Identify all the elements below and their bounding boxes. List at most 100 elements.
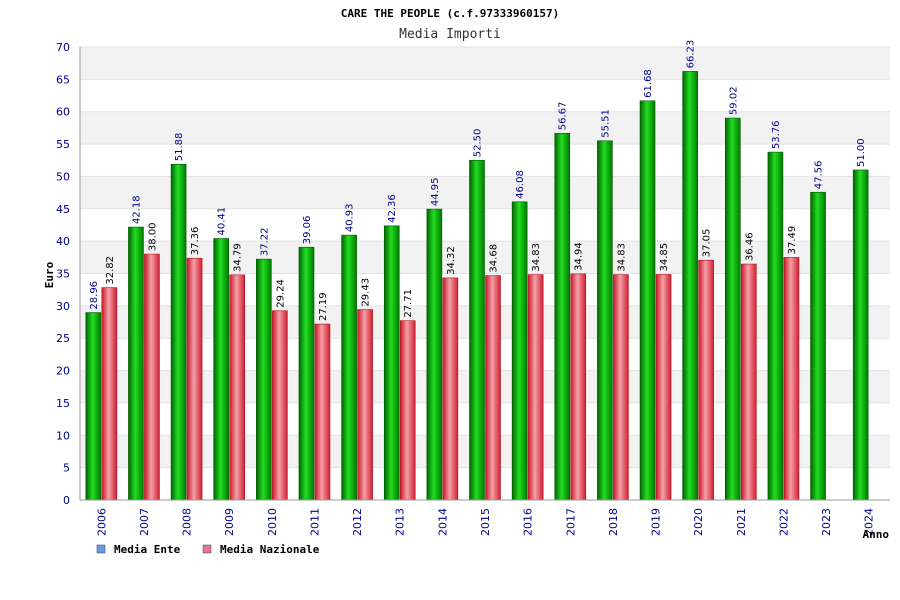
bar-media-nazionale (442, 277, 459, 501)
data-label-ente: 40.41 (217, 207, 228, 236)
bar-media-ente (426, 208, 443, 501)
x-tick-label: 2022 (777, 508, 790, 536)
bar-media-ente (639, 100, 656, 501)
x-tick-label: 2021 (735, 508, 748, 536)
x-axis-label: Anno (863, 528, 890, 541)
y-tick-label: 60 (56, 106, 70, 119)
data-label-ente: 59.02 (728, 86, 739, 115)
x-tick-label: 2009 (223, 508, 236, 536)
y-tick-label: 50 (56, 170, 70, 183)
bar-media-nazionale (101, 287, 118, 501)
x-tick-label: 2024 (863, 508, 876, 536)
x-tick-label: 2023 (820, 508, 833, 536)
legend-swatch-ente (96, 544, 106, 554)
bar-media-ente (767, 151, 784, 501)
bar-media-ente (469, 159, 485, 501)
data-label-ente: 28.96 (89, 281, 100, 310)
x-tick-label: 2019 (650, 508, 663, 536)
bar-media-ente (724, 117, 741, 501)
data-label-ente: 44.95 (430, 177, 441, 206)
data-label-ente: 42.36 (387, 194, 398, 223)
bar-media-ente (597, 140, 613, 501)
plot-band (80, 176, 890, 209)
y-tick-label: 30 (56, 300, 70, 313)
data-label-nazionale: 34.85 (659, 243, 670, 272)
bar-media-nazionale (272, 310, 288, 501)
chart-subtitle: Media Importi (399, 27, 501, 42)
data-label-ente: 40.93 (345, 203, 356, 232)
data-label-nazionale: 37.49 (787, 226, 798, 255)
bar-media-nazionale (399, 320, 416, 501)
bar-media-nazionale (698, 259, 714, 501)
legend-label-nazionale: Media Nazionale (220, 543, 320, 556)
x-tick-label: 2016 (522, 508, 535, 536)
bar-media-nazionale (570, 273, 587, 501)
bar-media-ente (213, 238, 230, 501)
bar-media-nazionale (229, 274, 246, 501)
y-tick-label: 20 (56, 365, 70, 378)
data-label-nazionale: 34.32 (446, 246, 457, 275)
y-tick-label: 40 (56, 235, 70, 248)
y-tick-label: 70 (56, 41, 70, 54)
bar-media-nazionale (186, 257, 203, 501)
bar-media-nazionale (527, 274, 544, 501)
data-label-nazionale: 38.00 (147, 222, 158, 251)
y-tick-label: 0 (63, 494, 70, 507)
y-tick-label: 5 (63, 462, 70, 475)
data-label-ente: 53.76 (771, 120, 782, 149)
x-axis-ticks: 2006 2007 2008 2009 2010 2011 2012 2013 2014 2015… (95, 508, 875, 536)
data-label-ente: 37.22 (259, 227, 270, 256)
bar-media-ente (810, 191, 826, 501)
bar-media-nazionale (783, 257, 800, 501)
legend: Media Ente Media Nazionale (96, 543, 320, 556)
bar-media-nazionale (485, 275, 501, 501)
data-label-ente: 51.00 (856, 138, 867, 167)
bar-media-ente (383, 225, 400, 501)
data-label-nazionale: 29.24 (275, 279, 286, 308)
bar-media-nazionale (613, 274, 629, 501)
bar-media-ente (298, 246, 315, 501)
bar-media-ente (682, 71, 698, 501)
bar-media-ente (85, 312, 102, 501)
y-tick-label: 35 (56, 268, 70, 281)
bar-media-ente (554, 132, 571, 501)
data-label-nazionale: 27.19 (318, 292, 329, 321)
y-tick-label: 65 (56, 73, 70, 86)
bar-media-ente (170, 163, 187, 501)
plot-band (80, 208, 890, 242)
bar-media-nazionale (314, 323, 331, 501)
data-label-nazionale: 27.71 (403, 289, 414, 318)
y-tick-label: 55 (56, 138, 70, 151)
y-tick-label: 10 (56, 429, 70, 442)
data-label-nazionale: 34.68 (489, 244, 500, 273)
data-labels: 28.96 32.82 42.18 38.00 51.88 37.36 40.41 34.79… (89, 40, 867, 321)
x-tick-label: 2012 (351, 508, 364, 536)
x-tick-label: 2010 (266, 508, 279, 536)
bar-media-ente (852, 169, 869, 501)
x-tick-label: 2007 (138, 508, 151, 536)
data-label-nazionale: 34.79 (233, 243, 244, 272)
y-tick-label: 45 (56, 203, 70, 216)
plot-band (80, 79, 890, 112)
data-label-nazionale: 29.43 (361, 278, 372, 307)
x-tick-label: 2020 (692, 508, 705, 536)
data-label-ente: 47.56 (814, 161, 825, 190)
x-tick-label: 2008 (181, 508, 194, 536)
data-label-nazionale: 37.36 (190, 227, 201, 256)
data-label-nazionale: 32.82 (105, 256, 116, 285)
bar-media-nazionale (740, 263, 757, 501)
data-label-nazionale: 37.05 (702, 229, 713, 258)
data-label-ente: 66.23 (686, 40, 697, 69)
bar-media-nazionale (357, 309, 373, 501)
chart-title: CARE THE PEOPLE (c.f.97333960157) (341, 7, 560, 20)
data-label-ente: 61.68 (643, 69, 654, 98)
data-label-ente: 42.18 (131, 195, 142, 224)
x-tick-label: 2015 (479, 508, 492, 536)
bar-media-ente (511, 201, 528, 501)
plot-band (80, 47, 890, 80)
x-tick-label: 2014 (436, 508, 449, 536)
y-axis-label: Euro (43, 261, 56, 288)
x-tick-label: 2011 (308, 508, 321, 536)
bar-media-ente (341, 234, 357, 501)
